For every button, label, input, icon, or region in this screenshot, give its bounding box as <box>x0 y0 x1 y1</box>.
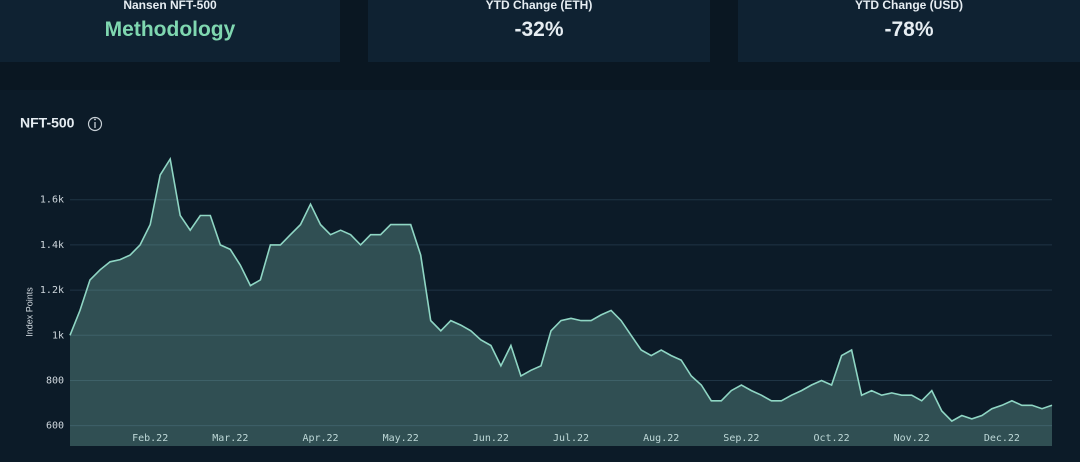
chart-panel <box>0 90 1080 462</box>
info-icon[interactable] <box>87 116 103 132</box>
x-tick-label: Mar.22 <box>212 433 248 444</box>
y-axis-label: Index Points <box>24 287 34 337</box>
y-tick-label: 800 <box>46 375 64 386</box>
x-tick-label: May.22 <box>383 433 419 444</box>
x-tick-label: Jul.22 <box>553 433 589 444</box>
area <box>70 159 1052 446</box>
card-value: -32% <box>514 18 564 41</box>
chart-title: NFT-500 <box>20 115 75 131</box>
x-tick-label: Aug.22 <box>643 433 679 444</box>
card: YTD Change (USD) -78% <box>738 0 1080 62</box>
x-tick-label: Jun.22 <box>473 433 509 444</box>
x-tick-label: Apr.22 <box>302 433 338 444</box>
y-tick-label: 1k <box>52 330 64 341</box>
card-label: Nansen NFT-500 <box>123 0 217 12</box>
card: YTD Change (ETH) -32% <box>368 0 710 62</box>
card-value: -78% <box>884 18 934 41</box>
y-tick-label: 600 <box>46 421 64 432</box>
x-tick-label: Sep.22 <box>723 433 759 444</box>
card-label: YTD Change (ETH) <box>485 0 593 12</box>
methodology-link[interactable]: Methodology <box>104 18 236 41</box>
x-tick-label: Dec.22 <box>984 433 1020 444</box>
card: Nansen NFT-500 Methodology <box>0 0 340 62</box>
card-label: YTD Change (USD) <box>855 0 963 12</box>
x-tick-label: Oct.22 <box>813 433 849 444</box>
y-tick-label: 1.2k <box>40 285 64 296</box>
y-tick-label: 1.6k <box>40 195 64 206</box>
x-tick-label: Feb.22 <box>132 433 168 444</box>
line <box>69 156 1053 423</box>
x-tick-label: Nov.22 <box>894 433 930 444</box>
y-tick-label: 1.4k <box>40 240 64 251</box>
